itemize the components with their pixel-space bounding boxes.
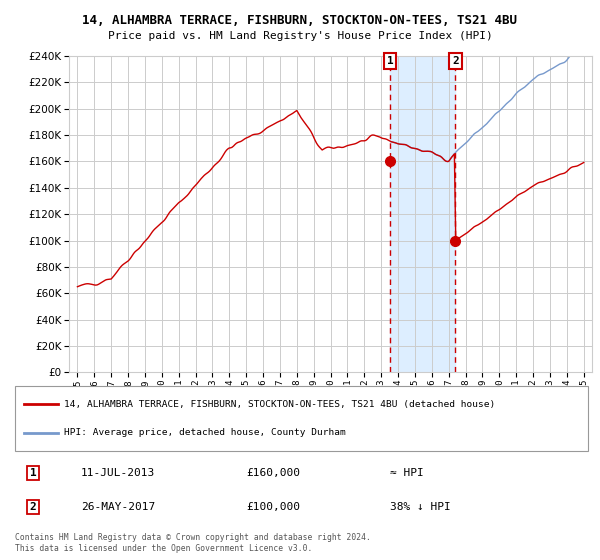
Text: £100,000: £100,000 (246, 502, 300, 512)
Text: 26-MAY-2017: 26-MAY-2017 (81, 502, 155, 512)
Text: 2: 2 (29, 502, 37, 512)
Text: 1: 1 (29, 468, 37, 478)
Text: 14, ALHAMBRA TERRACE, FISHBURN, STOCKTON-ON-TEES, TS21 4BU (detached house): 14, ALHAMBRA TERRACE, FISHBURN, STOCKTON… (64, 400, 495, 409)
Text: ≈ HPI: ≈ HPI (390, 468, 424, 478)
Text: HPI: Average price, detached house, County Durham: HPI: Average price, detached house, Coun… (64, 428, 346, 437)
Text: £160,000: £160,000 (246, 468, 300, 478)
Text: 11-JUL-2013: 11-JUL-2013 (81, 468, 155, 478)
Text: 1: 1 (387, 56, 394, 66)
Text: 2: 2 (452, 56, 459, 66)
Text: 14, ALHAMBRA TERRACE, FISHBURN, STOCKTON-ON-TEES, TS21 4BU: 14, ALHAMBRA TERRACE, FISHBURN, STOCKTON… (83, 14, 517, 27)
Text: Price paid vs. HM Land Registry's House Price Index (HPI): Price paid vs. HM Land Registry's House … (107, 31, 493, 41)
Text: 38% ↓ HPI: 38% ↓ HPI (390, 502, 451, 512)
Bar (390, 56, 455, 372)
Text: Contains HM Land Registry data © Crown copyright and database right 2024.
This d: Contains HM Land Registry data © Crown c… (15, 533, 371, 553)
FancyBboxPatch shape (15, 386, 588, 451)
